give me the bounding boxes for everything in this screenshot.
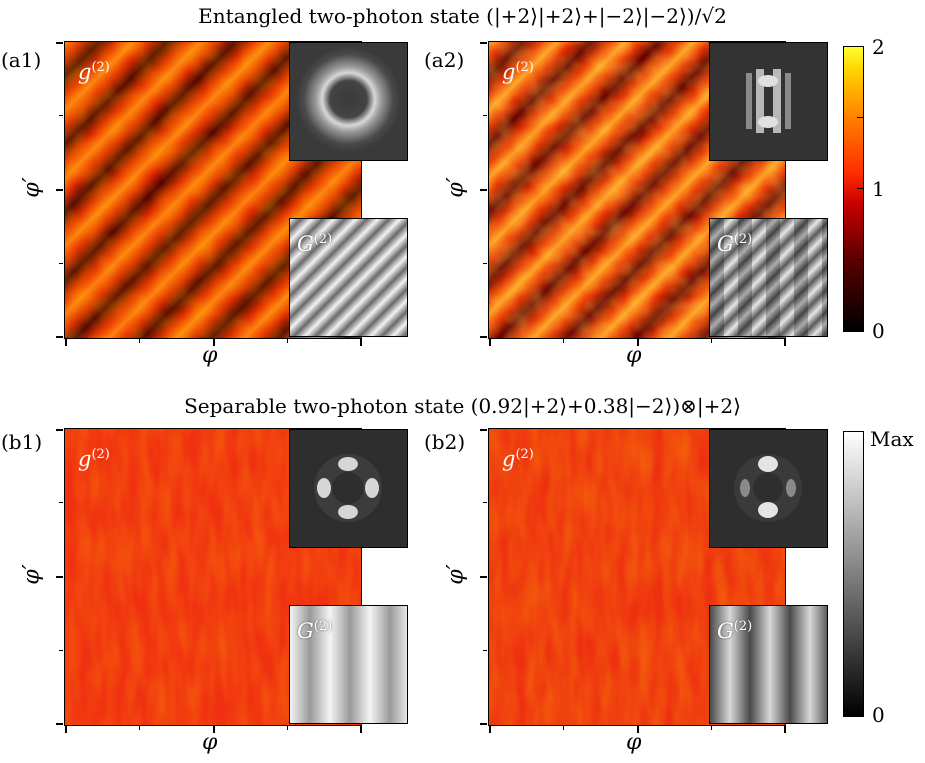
x-tick [139,339,140,343]
colorbar-tick [857,188,863,190]
colorbar-tick [857,259,863,261]
x-axis-label-a2: φ [626,343,642,368]
entangled-title: Entangled two-photon state (|+2⟩|+2⟩+|−2… [198,4,727,28]
correlation-inset-b2 [709,605,828,724]
colorbar-top-min: 0 [872,319,885,343]
panel-label-b2: (b2) [424,430,466,454]
y-tick [56,723,63,725]
y-tick [56,189,63,191]
x-tick [65,726,67,733]
x-tick [287,339,288,343]
x-tick [563,339,564,343]
y-axis-label-a1: φ′ [19,177,45,198]
x-tick [287,726,288,730]
x-tick [360,726,362,733]
x-tick [489,726,491,733]
colorbar-top-mid: 1 [872,177,885,201]
y-tick [56,576,63,578]
x-tick [563,726,564,730]
x-tick [637,726,639,733]
y-tick [483,502,487,503]
x-tick [489,339,491,346]
x-axis-label-b1: φ [202,730,218,755]
G2-label-b1: G(2) [297,619,333,643]
G2-label-a1: G(2) [297,232,333,256]
x-tick [213,726,215,733]
y-tick [59,502,63,503]
y-tick [56,336,63,338]
g2-label-b2: g(2) [502,447,534,471]
y-tick [480,42,487,44]
y-tick [483,115,487,116]
far-field-inset-b2 [709,429,828,548]
x-tick [139,726,140,730]
g2-label-a1: g(2) [78,60,110,84]
x-tick [637,339,639,346]
x-axis-label-a1: φ [202,343,218,368]
correlation-inset-a1 [289,218,408,337]
y-tick [59,115,63,116]
far-field-inset-a1 [289,42,408,161]
y-tick [480,576,487,578]
x-tick [213,339,215,346]
G2-label-a2: G(2) [717,232,753,256]
G2-label-b2: G(2) [717,619,753,643]
y-tick [56,429,63,431]
y-tick [483,650,487,651]
correlation-inset-b1 [289,605,408,724]
y-axis-label-b2: φ′ [443,564,469,585]
y-tick [59,650,63,651]
y-tick [56,42,63,44]
colorbar-tick [857,117,863,119]
far-field-inset-a2 [709,42,828,161]
y-axis-label-a2: φ′ [443,177,469,198]
g2-label-b1: g(2) [78,447,110,471]
colorbar-top-max: 2 [872,35,885,59]
panel-label-b1: (b1) [1,430,43,454]
y-tick [483,263,487,264]
y-axis-label-b1: φ′ [19,564,45,585]
x-axis-label-b2: φ [626,730,642,755]
x-tick [711,339,712,343]
x-tick [711,726,712,730]
colorbar-bottom-max: Max [870,427,914,451]
y-tick [480,336,487,338]
x-tick [784,339,786,346]
x-tick [360,339,362,346]
y-tick [480,723,487,725]
panel-label-a1: (a1) [1,48,42,72]
y-tick [480,429,487,431]
g2-label-a2: g(2) [502,60,534,84]
colorbar-bottom-min: 0 [872,703,885,727]
x-tick [65,339,67,346]
separable-title: Separable two-photon state (0.92|+2⟩+0.3… [184,394,741,418]
far-field-inset-b1 [289,429,408,548]
correlation-inset-a2 [709,218,828,337]
x-tick [784,726,786,733]
y-tick [59,263,63,264]
y-tick [480,189,487,191]
colorbar-bottom [843,431,864,717]
panel-label-a2: (a2) [424,48,465,72]
